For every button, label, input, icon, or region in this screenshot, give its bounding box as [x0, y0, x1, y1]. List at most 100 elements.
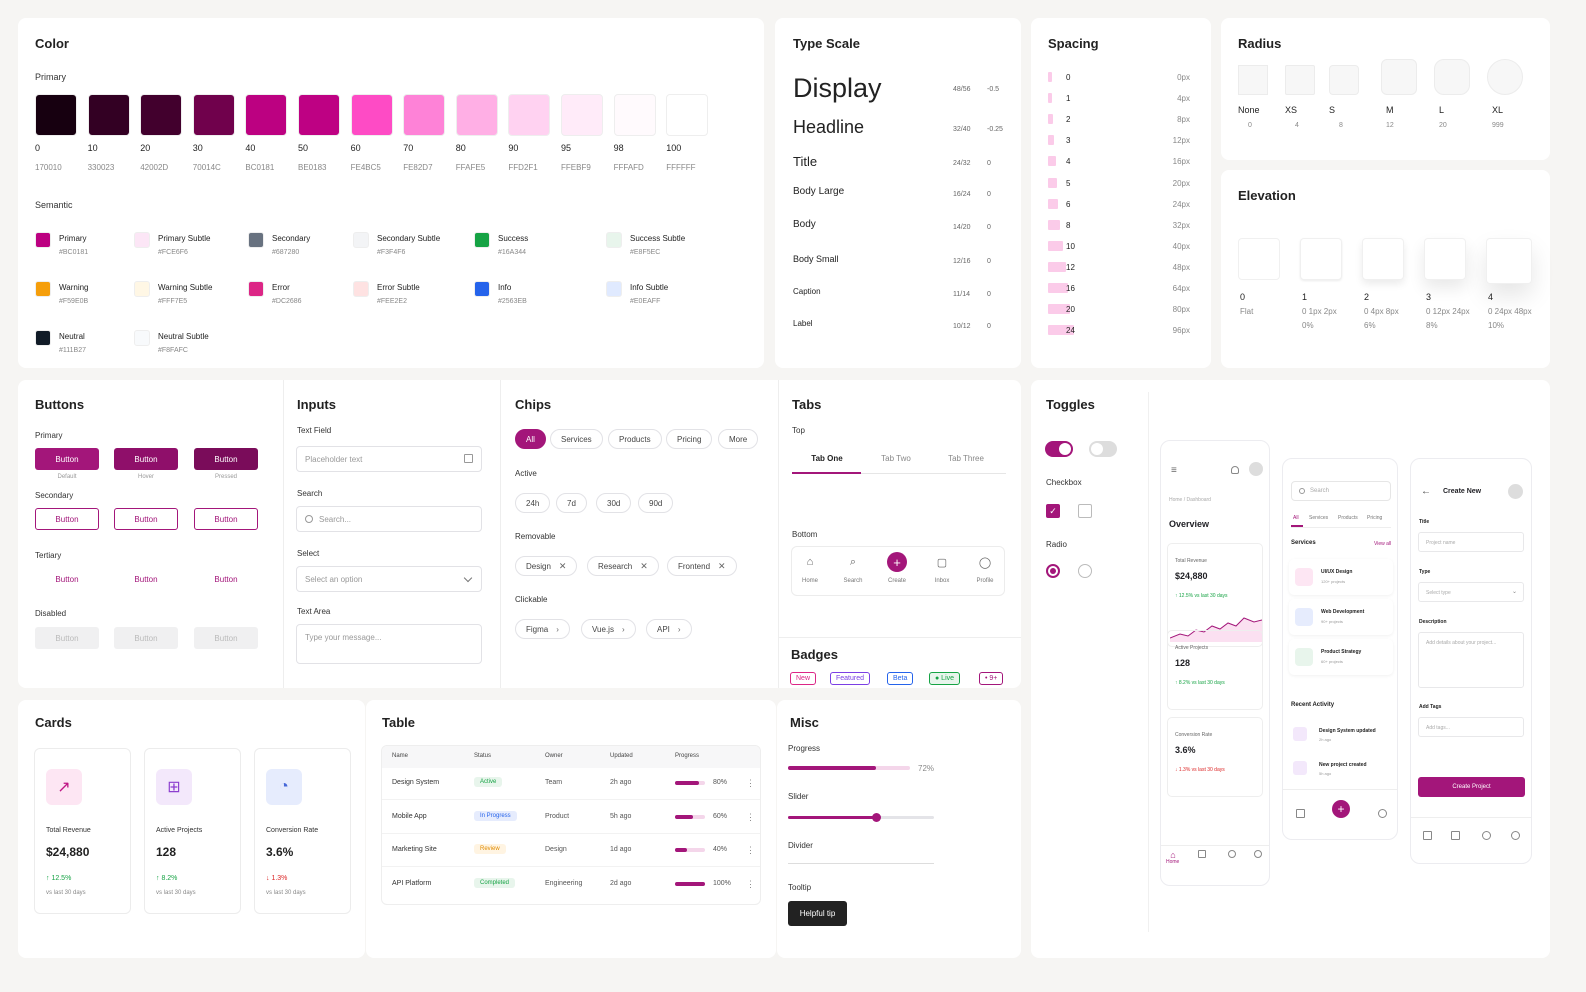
filter-chip[interactable]: Pricing — [666, 429, 713, 449]
secondary-button[interactable]: Button — [114, 508, 178, 530]
tab-tab-one[interactable]: Tab One — [811, 454, 843, 463]
inbox-icon[interactable]: ▢ — [936, 557, 948, 569]
chevron-down-icon: ⌄ — [1511, 589, 1517, 595]
phone-tab[interactable]: Services — [1309, 515, 1329, 521]
phone-search-input[interactable]: Search — [1291, 481, 1391, 501]
field-input[interactable]: Add tags... — [1418, 717, 1524, 737]
tertiary-button[interactable]: Button — [134, 574, 158, 584]
toggle-on[interactable] — [1045, 441, 1073, 457]
avatar[interactable] — [1249, 462, 1263, 476]
checkbox-unchecked[interactable] — [1078, 504, 1092, 518]
tertiary-button[interactable]: Button — [214, 574, 238, 584]
service-item[interactable]: Web Development 90+ projects — [1289, 599, 1393, 635]
more-icon[interactable]: ⋮ — [746, 811, 755, 822]
chat-icon[interactable] — [1482, 831, 1491, 840]
secondary-button[interactable]: Button — [194, 508, 258, 530]
phone-stat-card[interactable]: Active Projects 128 ↑ 8.2% vs last 30 days — [1167, 630, 1263, 710]
profile-icon[interactable]: ◯ — [978, 557, 992, 569]
fab-add-button[interactable]: + — [1332, 800, 1350, 818]
removable-chip[interactable]: Research ✕ — [587, 556, 659, 576]
select-input[interactable]: Select an option — [296, 566, 482, 592]
design-icon — [1295, 568, 1313, 586]
close-icon[interactable]: ✕ — [640, 560, 648, 571]
time-chip[interactable]: 7d — [556, 493, 587, 513]
close-icon[interactable]: ✕ — [718, 560, 726, 571]
field-input[interactable]: Project name — [1418, 532, 1524, 552]
type-size: 16/24 — [953, 191, 971, 198]
more-icon[interactable]: ⋮ — [746, 778, 755, 788]
spacing-bar — [1048, 198, 1058, 209]
filter-chip[interactable]: Products — [608, 429, 662, 449]
menu-icon[interactable]: ≡ — [1171, 465, 1177, 476]
search-icon[interactable]: ⌕ — [849, 556, 857, 568]
view-all-link[interactable]: View all — [1374, 541, 1392, 547]
radio-selected[interactable] — [1046, 564, 1060, 578]
divider-label: Divider — [788, 841, 813, 850]
back-arrow-icon[interactable]: ← — [1421, 486, 1431, 497]
checkbox-checked[interactable]: ✓ — [1046, 504, 1060, 518]
avatar[interactable] — [1508, 484, 1523, 499]
tertiary-button[interactable]: Button — [55, 574, 79, 584]
radius-sample — [1434, 59, 1470, 95]
profile-icon[interactable] — [1254, 850, 1262, 858]
field-input[interactable]: Add details about your project... — [1418, 632, 1524, 688]
filter-chip[interactable]: All — [515, 429, 546, 449]
time-chip[interactable]: 90d — [638, 493, 674, 513]
phone-stat-card[interactable]: Conversion Rate 3.6% ↓ 1.3% vs last 30 day… — [1167, 717, 1263, 797]
clickable-chip[interactable]: API › — [646, 619, 692, 639]
stat-card[interactable]: ◔ Conversion Rate 3.6% ↓ 1.3% vs last 30 day… — [254, 748, 351, 914]
primary-button[interactable]: Button — [194, 448, 258, 470]
textarea[interactable]: Type your message... — [296, 624, 482, 664]
time-chip[interactable]: 30d — [596, 493, 632, 513]
home-icon[interactable] — [1296, 809, 1305, 818]
chat-icon[interactable] — [1228, 850, 1236, 858]
phone-tab[interactable]: Pricing — [1367, 515, 1383, 521]
folder-icon[interactable] — [1198, 850, 1206, 858]
radius-panel: Radius None 0 XS 4 S 8 M 12 L 20 XL 999 — [1221, 18, 1550, 160]
home-icon[interactable]: ⌂ — [806, 556, 814, 568]
close-icon[interactable]: ✕ — [558, 560, 567, 571]
filter-chip[interactable]: More — [718, 429, 759, 449]
spacing-token: 12 — [1066, 262, 1075, 272]
phone-tab[interactable]: Products — [1338, 515, 1358, 521]
filter-chip[interactable]: Services — [550, 429, 603, 449]
clickable-chip[interactable]: Vue.js › — [581, 619, 636, 639]
secondary-button[interactable]: Button — [35, 508, 99, 530]
clickable-chip[interactable]: Figma › — [515, 619, 570, 639]
time-chip[interactable]: 24h — [515, 493, 551, 513]
service-item[interactable]: UI/UX Design 120+ projects — [1289, 559, 1393, 595]
profile-icon[interactable] — [1511, 831, 1520, 840]
slider-thumb[interactable] — [871, 813, 881, 822]
folder-icon[interactable] — [1451, 831, 1460, 840]
slider-track[interactable] — [788, 813, 934, 822]
removable-chip[interactable]: Design ✕ — [515, 556, 578, 576]
radius-value: 12 — [1386, 122, 1394, 129]
tab-tab-three[interactable]: Tab Three — [948, 454, 984, 463]
field-input[interactable]: Select type ⌄ — [1418, 582, 1524, 602]
service-item[interactable]: Product Strategy 60+ projects — [1289, 639, 1393, 675]
more-icon[interactable]: ⋮ — [746, 845, 755, 855]
stat-card[interactable]: ↗ Total Revenue $24,880 ↑ 12.5% vs last 30 d… — [34, 748, 131, 914]
create-icon[interactable]: + — [887, 552, 907, 572]
primary-button[interactable]: Button — [114, 448, 178, 470]
primary-button[interactable]: Button — [35, 448, 99, 470]
more-icon[interactable]: ⋮ — [746, 878, 755, 889]
semantic-swatch — [134, 232, 150, 248]
cards-title: Cards — [35, 715, 72, 730]
home-icon[interactable] — [1423, 831, 1432, 840]
text-field[interactable]: Placeholder text — [296, 446, 482, 472]
create-project-button[interactable]: Create Project — [1418, 777, 1525, 797]
phone-tab[interactable]: All — [1293, 515, 1299, 521]
radio-unselected[interactable] — [1078, 564, 1092, 578]
removable-chip[interactable]: Frontend ✕ — [667, 556, 737, 576]
search-input[interactable]: Search... — [296, 506, 482, 532]
bell-icon[interactable] — [1231, 466, 1239, 474]
tabs-bottom-label: Bottom — [792, 530, 818, 539]
toggle-off[interactable] — [1089, 441, 1117, 457]
home-icon[interactable]: ⌂ — [1170, 850, 1176, 860]
semantic-hex: #FCE6F6 — [158, 249, 188, 256]
profile-icon[interactable] — [1378, 809, 1387, 818]
calendar-icon[interactable] — [464, 454, 473, 463]
stat-card[interactable]: ⊞ Active Projects 128 ↑ 8.2% vs last 30 days — [144, 748, 241, 914]
tab-tab-two[interactable]: Tab Two — [881, 454, 911, 463]
